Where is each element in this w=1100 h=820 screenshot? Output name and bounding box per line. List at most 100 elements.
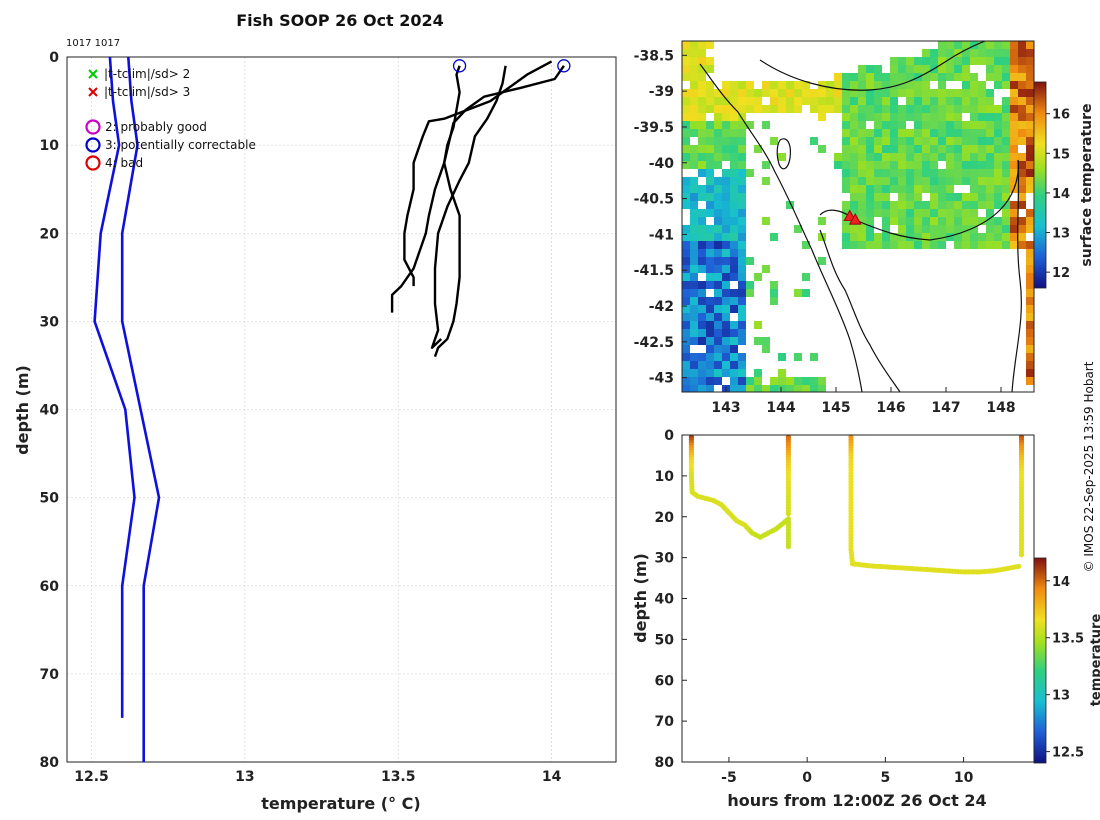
sst-cell	[778, 385, 786, 392]
sst-cell	[698, 209, 706, 217]
sst-cell	[714, 145, 722, 153]
sst-cell	[962, 161, 970, 169]
sst-cell	[962, 177, 970, 185]
sst-cell	[1002, 129, 1010, 137]
sst-cell	[1026, 241, 1034, 249]
sst-cell	[906, 89, 914, 97]
sst-cell	[698, 113, 706, 121]
sst-cell	[1002, 121, 1010, 129]
sst-cell	[962, 145, 970, 153]
sst-cell	[866, 129, 874, 137]
sst-cell	[978, 161, 986, 169]
sst-cell	[834, 73, 842, 81]
sst-cell	[714, 153, 722, 161]
sst-cell	[1018, 73, 1026, 81]
sst-cell	[714, 201, 722, 209]
sst-cell	[842, 113, 850, 121]
sst-cell	[914, 169, 922, 177]
sst-cell	[962, 129, 970, 137]
sst-cell	[970, 145, 978, 153]
sst-cell	[970, 217, 978, 225]
sst-cell	[706, 177, 714, 185]
sst-cell	[722, 169, 730, 177]
sst-cell	[698, 129, 706, 137]
sst-cell	[682, 249, 690, 257]
sst-cell	[1018, 217, 1026, 225]
sst-cell	[1002, 217, 1010, 225]
sst-cell	[922, 209, 930, 217]
sst-cell	[890, 161, 898, 169]
sst-cell	[682, 153, 690, 161]
sst-cell	[906, 201, 914, 209]
sst-cell	[730, 129, 738, 137]
ts-ytick-label: 0	[664, 428, 674, 444]
sst-cell	[1010, 73, 1018, 81]
sst-cell	[714, 361, 722, 369]
sst-cell	[946, 105, 954, 113]
sst-cell	[682, 265, 690, 273]
sst-cell	[970, 113, 978, 121]
sst-cell	[962, 193, 970, 201]
sst-cell	[730, 225, 738, 233]
profile-ytick-label: 0	[49, 50, 59, 66]
sst-cell	[690, 225, 698, 233]
sst-cell	[882, 121, 890, 129]
sst-cell	[730, 369, 738, 377]
sst-cell	[722, 105, 730, 113]
sst-cell	[922, 89, 930, 97]
sst-cell	[722, 185, 730, 193]
sst-cell	[714, 321, 722, 329]
sst-cell	[858, 65, 866, 73]
sst-cell	[914, 89, 922, 97]
sst-cell	[722, 249, 730, 257]
sst-cell	[882, 153, 890, 161]
sst-cell	[898, 161, 906, 169]
sst-cell	[1002, 41, 1010, 49]
sst-cell	[1026, 89, 1034, 97]
sst-cell	[714, 257, 722, 265]
sst-cell	[874, 81, 882, 89]
sst-cell	[874, 233, 882, 241]
map-xtick-label: 148	[986, 400, 1015, 416]
sst-cell	[738, 273, 746, 281]
chart-title: Fish SOOP 26 Oct 2024	[236, 11, 444, 30]
sst-cell	[722, 193, 730, 201]
sst-cell	[682, 145, 690, 153]
sst-cell	[1018, 193, 1026, 201]
sst-cell	[970, 193, 978, 201]
sst-cell	[906, 225, 914, 233]
map-colorbar-tick-label: 12	[1052, 266, 1070, 281]
sst-cell	[970, 161, 978, 169]
sst-cell	[786, 201, 794, 209]
sst-cell	[858, 209, 866, 217]
sst-cell	[882, 217, 890, 225]
sst-cell	[866, 73, 874, 81]
sst-cell	[762, 105, 770, 113]
sst-cell	[794, 225, 802, 233]
sst-cell	[946, 137, 954, 145]
sst-cell	[690, 105, 698, 113]
sst-cell	[682, 97, 690, 105]
sst-cell	[906, 113, 914, 121]
sst-cell	[738, 361, 746, 369]
sst-cell	[1018, 177, 1026, 185]
sst-cell	[930, 233, 938, 241]
sst-cell	[898, 113, 906, 121]
sst-cell	[946, 153, 954, 161]
sst-cell	[922, 233, 930, 241]
sst-cell	[970, 49, 978, 57]
sst-cell	[826, 105, 834, 113]
sst-cell	[1010, 209, 1018, 217]
sst-cell	[922, 161, 930, 169]
sst-cell	[690, 113, 698, 121]
sst-cell	[898, 57, 906, 65]
sst-cell	[738, 305, 746, 313]
sst-cell	[738, 89, 746, 97]
sst-cell	[706, 273, 714, 281]
sst-cell	[938, 145, 946, 153]
sst-cell	[1010, 145, 1018, 153]
sst-cell	[1010, 129, 1018, 137]
sst-cell	[994, 201, 1002, 209]
sst-cell	[1026, 281, 1034, 289]
